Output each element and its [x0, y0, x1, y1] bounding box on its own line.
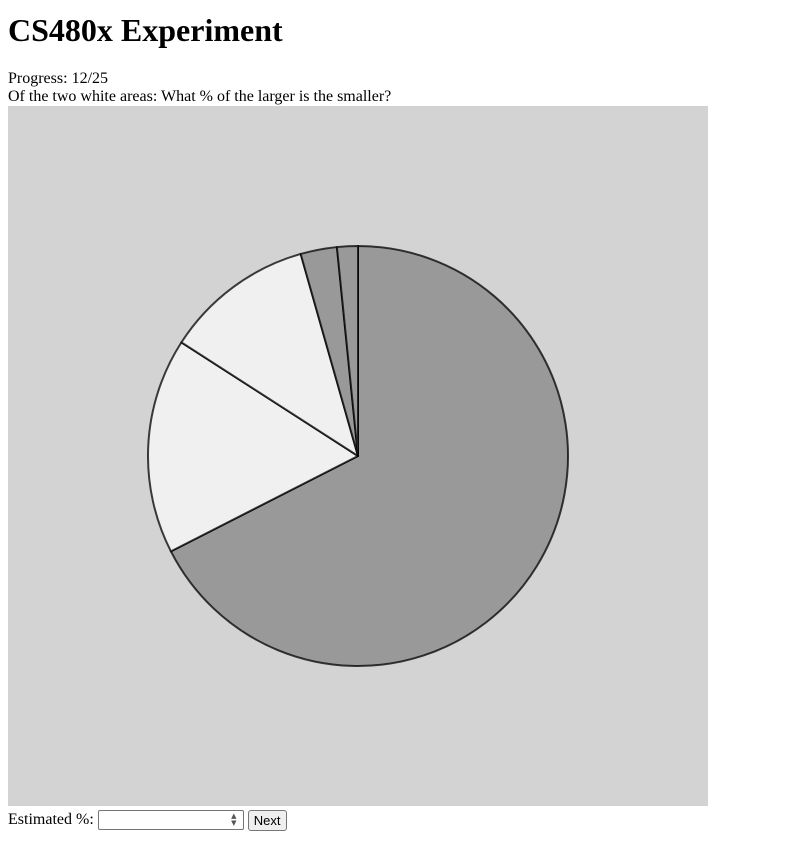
pie-slice — [335, 245, 359, 457]
estimate-form: Estimated %: ▲ ▼ Next — [8, 809, 287, 831]
next-button[interactable]: Next — [247, 809, 287, 831]
number-spinner[interactable]: ▲ ▼ — [227, 812, 241, 828]
progress-line: Progress: 12/25 — [8, 70, 108, 88]
pie-slice-highlighted — [147, 341, 359, 553]
page-title: CS480x Experiment — [8, 12, 283, 48]
pie-chart — [147, 245, 569, 667]
estimate-input-wrapper: ▲ ▼ — [97, 810, 244, 830]
estimate-label: Estimated %: — [8, 811, 94, 828]
spinner-down-icon[interactable]: ▼ — [231, 819, 237, 827]
spinner-up-icon[interactable]: ▲ — [231, 812, 237, 820]
estimate-input[interactable] — [98, 811, 223, 829]
question-text: Of the two white areas: What % of the la… — [8, 88, 392, 105]
pie-chart-area — [8, 106, 708, 806]
progress-label: Progress: — [8, 70, 68, 87]
pie-slice-highlighted — [180, 252, 359, 457]
pie-slice — [169, 245, 569, 667]
progress-value: 12/25 — [71, 70, 109, 87]
